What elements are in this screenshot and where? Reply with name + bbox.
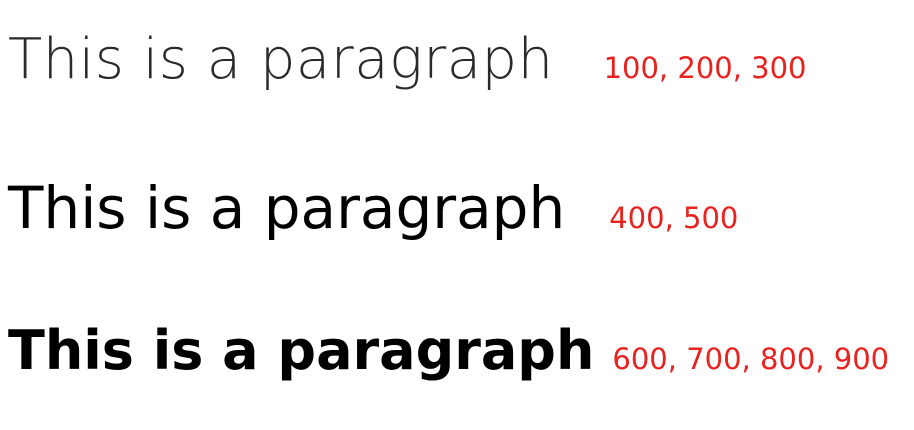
weight-values-light: 100, 200, 300	[603, 51, 807, 85]
example-row-light: This is a paragraph 100, 200, 300	[8, 27, 807, 92]
example-row-regular: This is a paragraph 400, 500	[8, 175, 738, 242]
weight-values-bold: 600, 700, 800, 900	[612, 342, 890, 376]
example-row-bold: This is a paragraph 600, 700, 800, 900	[8, 319, 890, 382]
weight-values-regular: 400, 500	[609, 201, 739, 235]
paragraph-sample-light: This is a paragraph	[8, 27, 554, 92]
paragraph-sample-regular: This is a paragraph	[8, 174, 566, 242]
paragraph-sample-bold: This is a paragraph	[8, 319, 595, 382]
